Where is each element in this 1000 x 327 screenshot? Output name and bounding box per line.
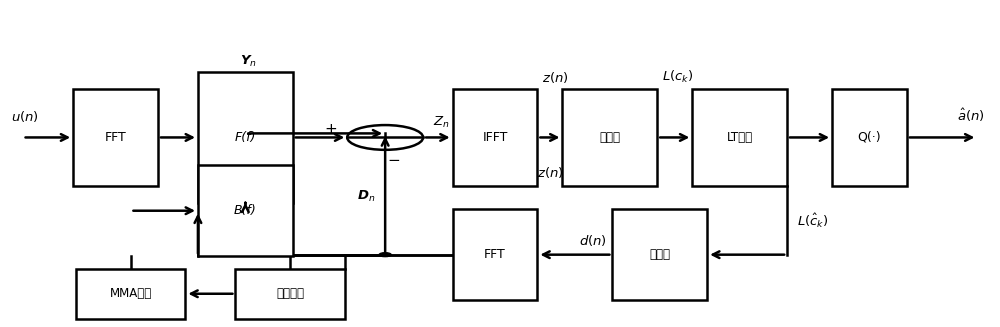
Bar: [73, 89, 158, 186]
Text: IFFT: IFFT: [482, 131, 508, 144]
Bar: [562, 89, 657, 186]
Text: F(f): F(f): [235, 131, 256, 144]
Text: $\boldsymbol{Y}_n$: $\boldsymbol{Y}_n$: [240, 54, 257, 69]
Bar: [612, 209, 707, 300]
Text: MMA算法: MMA算法: [109, 287, 152, 300]
Bar: [453, 209, 537, 300]
Circle shape: [379, 253, 391, 257]
Text: $L(\hat{c}_k)$: $L(\hat{c}_k)$: [797, 211, 829, 230]
Text: FFT: FFT: [105, 131, 126, 144]
Bar: [76, 268, 185, 319]
Text: $z(n)$: $z(n)$: [542, 70, 569, 85]
Text: $-$: $-$: [387, 151, 400, 166]
Text: $d(n)$: $d(n)$: [579, 233, 607, 248]
Text: $u(n)$: $u(n)$: [11, 110, 39, 125]
Text: Q(·): Q(·): [858, 131, 881, 144]
Bar: [235, 268, 345, 319]
Text: LT译码: LT译码: [727, 131, 753, 144]
Text: 误差函数: 误差函数: [276, 287, 304, 300]
Text: $\boldsymbol{D}_n$: $\boldsymbol{D}_n$: [357, 188, 375, 204]
Circle shape: [347, 125, 423, 150]
Bar: [198, 72, 293, 202]
Text: 软调制: 软调制: [599, 131, 620, 144]
Bar: [453, 89, 537, 186]
Text: $Z_n$: $Z_n$: [433, 115, 450, 130]
Text: B(f): B(f): [234, 204, 257, 217]
Bar: [832, 89, 907, 186]
Text: 软调制: 软调制: [649, 248, 670, 261]
Bar: [692, 89, 787, 186]
Text: $+$: $+$: [324, 122, 337, 137]
Bar: [198, 165, 293, 256]
Text: $z(n)$: $z(n)$: [537, 165, 563, 180]
Text: $L(c_k)$: $L(c_k)$: [662, 69, 694, 85]
Text: $\hat{a}(n)$: $\hat{a}(n)$: [957, 107, 984, 125]
Text: FFT: FFT: [484, 248, 506, 261]
